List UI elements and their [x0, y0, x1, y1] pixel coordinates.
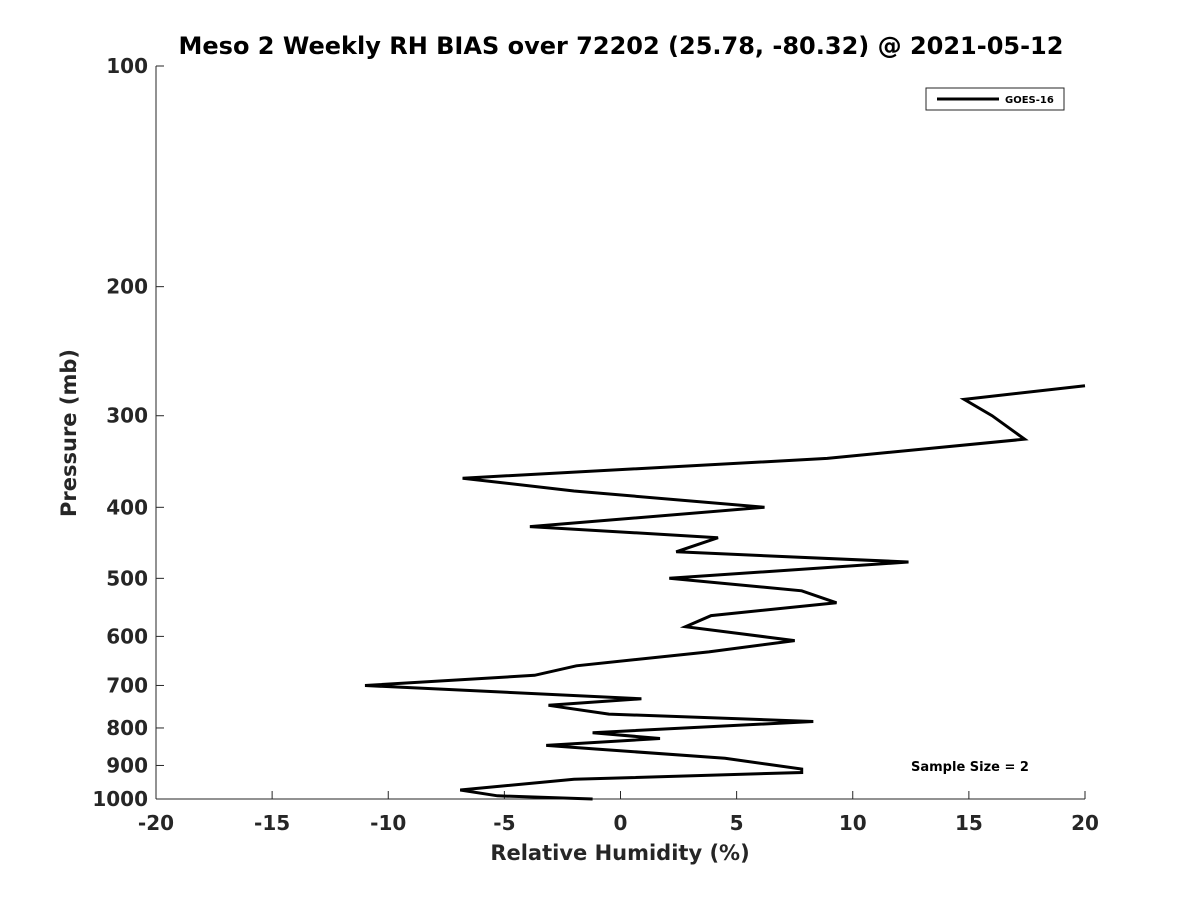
y-tick-label: 700: [106, 673, 148, 697]
sample-size-annotation: Sample Size = 2: [911, 760, 1029, 775]
y-tick-label: 400: [106, 495, 148, 519]
x-tick-label: 20: [1071, 811, 1099, 835]
y-tick-label: 500: [106, 566, 148, 590]
y-axis-label: Pressure (mb): [57, 349, 81, 517]
x-tick-label: 10: [839, 811, 867, 835]
legend: GOES-16: [925, 87, 1065, 111]
y-axis: 100 200 300 400 500 600 700 800 900 1000: [92, 54, 164, 811]
x-axis: -20 -15 -10 -5 0 5 10 15 20: [138, 791, 1099, 835]
x-tick-label: -5: [493, 811, 515, 835]
legend-entry-goes-16: GOES-16: [1005, 95, 1054, 106]
chart-title: Meso 2 Weekly RH BIAS over 72202 (25.78,…: [179, 32, 1064, 60]
x-axis-label: Relative Humidity (%): [490, 841, 749, 865]
series-line-goes-16: [364, 384, 1086, 801]
y-tick-label: 1000: [92, 787, 148, 811]
y-tick-label: 800: [106, 716, 148, 740]
y-tick-label: 200: [106, 275, 148, 299]
x-tick-label: 5: [730, 811, 744, 835]
y-tick-label: 300: [106, 404, 148, 428]
x-tick-label: -20: [138, 811, 174, 835]
series-layer: [364, 384, 1086, 801]
x-tick-label: 15: [955, 811, 983, 835]
x-tick-label: 0: [614, 811, 628, 835]
x-tick-label: -15: [254, 811, 290, 835]
x-tick-label: -10: [370, 811, 406, 835]
y-tick-label: 900: [106, 753, 148, 777]
y-tick-label: 100: [106, 54, 148, 78]
y-tick-label: 600: [106, 624, 148, 648]
